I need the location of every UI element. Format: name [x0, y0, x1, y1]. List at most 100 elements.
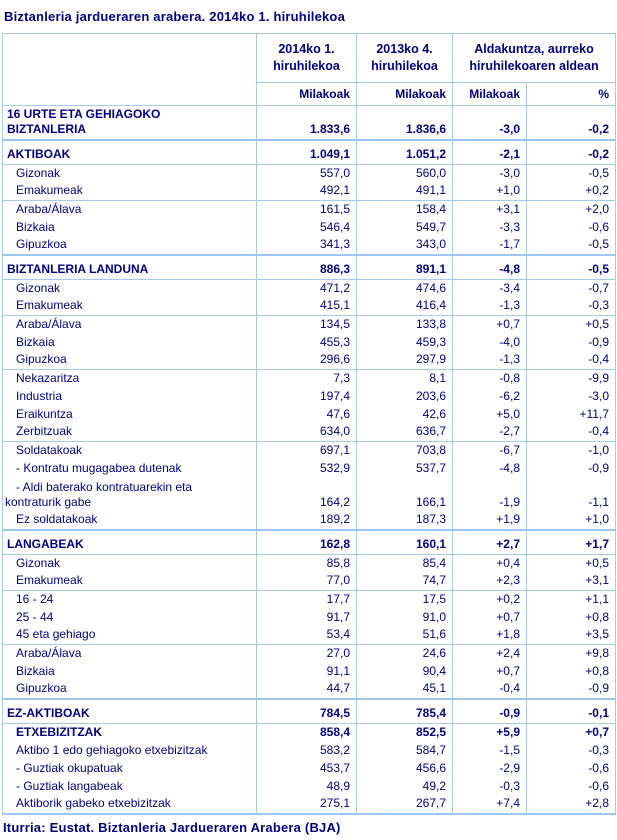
table-row: Gizonak 471,2 474,6 -3,4 -0,7 [2, 279, 616, 298]
value-cell: -0,6 [526, 759, 616, 778]
value-cell: 166,1 [356, 477, 453, 512]
value-cell: 85,4 [356, 554, 453, 573]
header-period1: 2014ko 1. hiruhilekoa [256, 33, 357, 83]
value-cell: 133,8 [356, 315, 453, 334]
row-label: Gizonak [2, 279, 257, 298]
value-cell: -0,4 [526, 351, 616, 370]
value-cell: 160,1 [356, 536, 453, 555]
value-cell: -1,9 [452, 477, 527, 512]
value-cell: -2,7 [452, 423, 527, 442]
table-row: Emakumeak 77,0 74,7 +2,3 +3,1 [2, 572, 616, 591]
table-row: Nekazaritza 7,3 8,1 -0,8 -9,9 [2, 369, 616, 388]
value-cell: -6,2 [452, 387, 527, 406]
spacer-cell [2, 528, 257, 537]
value-cell: 24,6 [356, 644, 453, 663]
value-cell: 453,7 [256, 759, 357, 778]
table-header: 2014ko 1. hiruhilekoa 2013ko 4. hiruhile… [2, 33, 616, 106]
value-cell: 134,5 [256, 315, 357, 334]
spacer-row [2, 697, 616, 706]
spacer-cell [256, 253, 357, 262]
table-row: Bizkaia 455,3 459,3 -4,0 -0,9 [2, 333, 616, 352]
row-label: AKTIBOAK [2, 146, 257, 165]
table-row: Aktiborik gabeko etxebizitzak 275,1 267,7 +… [2, 795, 616, 815]
value-cell: +11,7 [526, 405, 616, 424]
row-label: - Kontratu mugagabea dutenak [2, 459, 257, 478]
value-cell: -3,0 [526, 387, 616, 406]
value-cell: 703,8 [356, 441, 453, 460]
value-cell: 90,4 [356, 662, 453, 681]
value-cell: 583,2 [256, 741, 357, 760]
value-cell: 42,6 [356, 405, 453, 424]
value-cell: 852,5 [356, 723, 453, 742]
value-cell: 455,3 [256, 333, 357, 352]
value-cell: +0,8 [526, 608, 616, 627]
row-label: 45 eta gehiago [2, 626, 257, 645]
value-cell: 164,2 [256, 477, 357, 512]
value-cell: 532,9 [256, 459, 357, 478]
value-cell: -4,8 [452, 261, 527, 280]
value-cell: 1.836,6 [356, 105, 453, 140]
value-cell: -0,4 [526, 423, 616, 442]
header-change: Aldakuntza, aurreko hiruhilekoaren aldea… [452, 33, 616, 83]
value-cell: -3,3 [452, 218, 527, 237]
value-cell: 416,4 [356, 297, 453, 316]
value-cell: 343,0 [356, 236, 453, 255]
spacer-cell [356, 697, 453, 706]
value-cell: 44,7 [256, 680, 357, 699]
spacer-cell [452, 253, 527, 262]
value-cell: -4,8 [452, 459, 527, 478]
value-cell: -3,4 [452, 279, 527, 298]
value-cell: -0,9 [526, 333, 616, 352]
value-cell: -1,0 [526, 441, 616, 460]
value-cell: 557,0 [256, 164, 357, 183]
value-cell: -0,2 [526, 105, 616, 140]
value-cell: +0,5 [526, 554, 616, 573]
row-label: LANGABEAK [2, 536, 257, 555]
value-cell: 91,0 [356, 608, 453, 627]
row-label: 16 URTE ETA GEHIAGOKO BIZTANLERIA [2, 105, 257, 140]
value-cell: 91,1 [256, 662, 357, 681]
row-label: - Guztiak okupatuak [2, 759, 257, 778]
table-row: EZ-AKTIBOAK 784,5 785,4 -0,9 -0,1 [2, 705, 616, 724]
row-label: - Guztiak langabeak [2, 777, 257, 796]
value-cell: 537,7 [356, 459, 453, 478]
spacer-cell [256, 138, 357, 147]
spacer-cell [526, 253, 616, 262]
header-row-periods: 2014ko 1. hiruhilekoa 2013ko 4. hiruhile… [2, 33, 616, 106]
row-label: Industria [2, 387, 257, 406]
spacer-cell [356, 528, 453, 537]
value-cell: 187,3 [356, 511, 453, 530]
spacer-cell [2, 138, 257, 147]
value-cell: +2,3 [452, 572, 527, 591]
value-cell: 158,4 [356, 200, 453, 219]
value-cell: +3,5 [526, 626, 616, 645]
row-label: 25 - 44 [2, 608, 257, 627]
row-label: Eraikuntza [2, 405, 257, 424]
spacer-row [2, 138, 616, 147]
spacer-row [2, 253, 616, 262]
value-cell: -0,3 [526, 297, 616, 316]
spacer-cell [2, 697, 257, 706]
table-row: Gipuzkoa 296,6 297,9 -1,3 -0,4 [2, 351, 616, 370]
spacer-cell [526, 697, 616, 706]
value-cell: 203,6 [356, 387, 453, 406]
table-row: - Guztiak langabeak 48,9 49,2 -0,3 -0,6 [2, 777, 616, 796]
row-label: Gizonak [2, 554, 257, 573]
value-cell: 546,4 [256, 218, 357, 237]
value-cell: 492,1 [256, 182, 357, 201]
value-cell: -0,4 [452, 680, 527, 699]
row-label: Gizonak [2, 164, 257, 183]
value-cell: 189,2 [256, 511, 357, 530]
value-cell: +0,2 [526, 182, 616, 201]
value-cell: -2,9 [452, 759, 527, 778]
value-cell: -2,1 [452, 146, 527, 165]
spacer-cell [356, 138, 453, 147]
value-cell: 456,6 [356, 759, 453, 778]
value-cell: 697,1 [256, 441, 357, 460]
source-note: Iturria: Eustat. Biztanleria Jardueraren… [3, 819, 341, 835]
value-cell: 636,7 [356, 423, 453, 442]
value-cell: 91,7 [256, 608, 357, 627]
value-cell: 584,7 [356, 741, 453, 760]
table-row: Industria 197,4 203,6 -6,2 -3,0 [2, 387, 616, 406]
